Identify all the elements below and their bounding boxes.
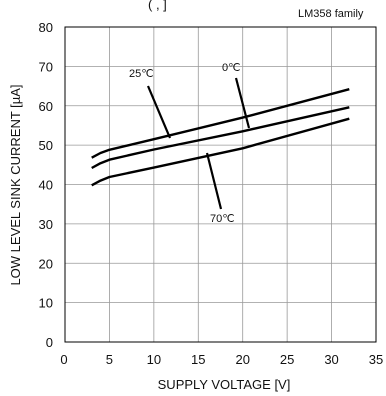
y-tick-label: 10	[39, 296, 53, 311]
x-tick-labels: 0 5 10 15 20 25 30 35	[60, 352, 383, 367]
series-line	[91, 106, 350, 170]
annotation-leader	[234, 77, 251, 129]
x-tick-label: 25	[280, 352, 294, 367]
annotation-leader	[146, 85, 172, 139]
series-line	[91, 117, 350, 187]
annotation-leader	[205, 152, 223, 210]
x-tick-label: 20	[235, 352, 249, 367]
y-tick-label: 50	[39, 138, 53, 153]
annotations: 25℃ 0℃ 70℃	[129, 62, 251, 225]
y-tick-label: 60	[39, 99, 53, 114]
plot-frame	[64, 26, 377, 343]
family-label: LM358 family	[298, 8, 364, 20]
y-tick-label: 80	[39, 20, 53, 35]
y-tick-label: 40	[39, 178, 53, 193]
y-tick-labels: 0 10 20 30 40 50 60 70 80	[39, 20, 53, 350]
y-tick-label: 30	[39, 217, 53, 232]
grid	[65, 27, 376, 342]
y-tick-label: 20	[39, 256, 53, 271]
series-line	[91, 88, 350, 159]
x-tick-label: 30	[324, 352, 338, 367]
x-tick-label: 35	[369, 352, 383, 367]
y-tick-label: 0	[46, 335, 53, 350]
x-tick-label: 15	[191, 352, 205, 367]
x-tick-label: 0	[60, 352, 67, 367]
y-axis-title: LOW LEVEL SINK CURRENT [µA]	[8, 84, 23, 285]
annotation-label: 25℃	[129, 68, 154, 80]
annotation-label: 70℃	[210, 213, 235, 225]
x-tick-label: 5	[106, 352, 113, 367]
series-lines	[91, 88, 350, 187]
annotation-label: 0℃	[222, 62, 240, 74]
x-tick-label: 10	[147, 352, 161, 367]
top-cutoff-text: ( , ]	[148, 0, 167, 12]
y-tick-label: 70	[39, 59, 53, 74]
x-axis-title: SUPPLY VOLTAGE [V]	[158, 377, 291, 392]
